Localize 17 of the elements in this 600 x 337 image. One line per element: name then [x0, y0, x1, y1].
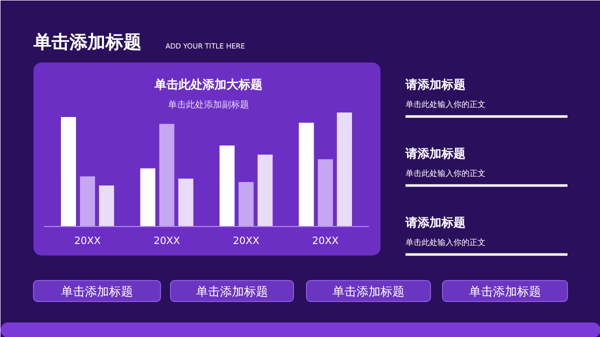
text: 请添加标题 — [404, 216, 466, 230]
text: 请添加标题 — [404, 146, 466, 160]
chart-subtitle: 单击此处添加副标题 — [168, 100, 249, 110]
x-tick-label: 20XX — [312, 236, 339, 247]
text: 单击添加标题 — [61, 284, 133, 298]
text: 单击此处输入你的正文 — [406, 169, 486, 178]
x-tick-label: 20XX — [154, 236, 180, 247]
text: 单击添加标题 — [469, 284, 541, 298]
x-tick-label: 20XX — [232, 236, 260, 247]
text: 请添加标题 — [404, 78, 466, 92]
chart-title: 单击此处添加大标题 — [154, 78, 262, 92]
text: 单击添加标题 — [332, 284, 404, 298]
text: 单击添加标题 — [196, 284, 268, 298]
text: 单击此处输入你的正文 — [406, 100, 486, 109]
x-tick-label: 20XX — [74, 236, 101, 247]
text: 单击此处输入你的正文 — [406, 238, 486, 247]
text: 单击添加标题 — [32, 32, 142, 53]
